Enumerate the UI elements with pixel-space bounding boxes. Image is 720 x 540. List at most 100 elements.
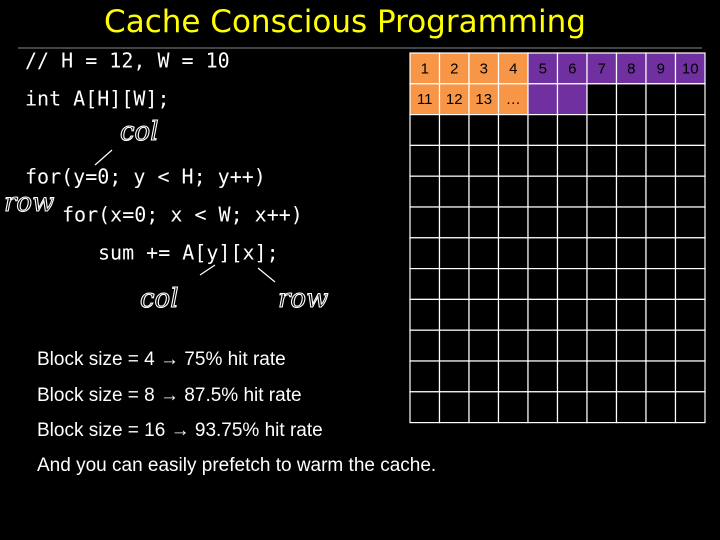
grid-cell <box>586 206 618 239</box>
grid-cell <box>497 83 529 116</box>
grid-cell <box>527 175 559 208</box>
grid-cell <box>645 298 677 331</box>
cell-label: 12 <box>446 91 463 108</box>
grid-cell <box>586 391 618 424</box>
grid-cell <box>497 175 529 208</box>
slide-title: Cache Conscious Programming <box>104 4 586 40</box>
grid-cell <box>438 113 470 146</box>
grid-cell <box>438 144 470 177</box>
grid-cell <box>468 268 500 301</box>
code-line: for(y=0; y < H; y++) <box>25 165 266 189</box>
cell-label: 7 <box>598 60 606 77</box>
grid-cell <box>645 268 677 301</box>
grid-cell <box>615 298 647 331</box>
grid-cell <box>527 144 559 177</box>
grid-cell <box>674 83 706 116</box>
handwritten-note: row <box>278 284 328 314</box>
grid-cell <box>615 329 647 362</box>
grid-cell <box>438 298 470 331</box>
grid-cell <box>586 113 618 146</box>
grid-cell <box>645 329 677 362</box>
grid-cell <box>468 175 500 208</box>
grid-cell <box>468 113 500 146</box>
grid-cell <box>409 237 441 270</box>
grid-cell <box>556 329 588 362</box>
grid-cell <box>527 391 559 424</box>
grid-cell <box>615 237 647 270</box>
grid-cell <box>674 144 706 177</box>
grid-cell <box>674 206 706 239</box>
grid-cell <box>527 113 559 146</box>
grid-cell <box>556 237 588 270</box>
grid-cell <box>556 113 588 146</box>
grid-cell <box>438 237 470 270</box>
cell-label: 8 <box>627 60 635 77</box>
grid-cell <box>527 360 559 393</box>
grid-cell <box>556 52 588 85</box>
grid-cell <box>468 329 500 362</box>
grid-cell <box>527 52 559 85</box>
grid-cell <box>409 175 441 208</box>
grid-cell <box>645 360 677 393</box>
grid-cell <box>645 391 677 424</box>
cell-label: 1 <box>421 60 429 77</box>
grid-cell <box>615 391 647 424</box>
grid-cell <box>497 113 529 146</box>
grid-cell <box>527 268 559 301</box>
code-line: int A[H][W]; <box>25 87 170 111</box>
grid-cell <box>468 298 500 331</box>
grid-cell <box>468 391 500 424</box>
cell-label: 3 <box>480 60 488 77</box>
grid-cell <box>438 206 470 239</box>
handwritten-note: row <box>4 188 54 218</box>
bullet: Block size = 8 → 87.5% hit rate <box>37 385 302 406</box>
grid-cell <box>586 360 618 393</box>
grid-cell <box>497 391 529 424</box>
grid-cell <box>586 175 618 208</box>
bullet: Block size = 16 → 93.75% hit rate <box>37 420 323 441</box>
cell-label: 11 <box>417 91 433 108</box>
grid-cell <box>438 268 470 301</box>
grid-cell <box>615 144 647 177</box>
grid-cell <box>556 391 588 424</box>
grid-cell <box>497 268 529 301</box>
grid-cell <box>438 391 470 424</box>
grid-cell <box>468 206 500 239</box>
grid-cell <box>438 175 470 208</box>
grid-cell <box>586 144 618 177</box>
handwritten-note: col <box>120 117 159 147</box>
grid-cell <box>497 237 529 270</box>
grid-cell <box>409 83 441 116</box>
grid-cell <box>645 113 677 146</box>
grid-cell <box>556 175 588 208</box>
grid-cell <box>586 268 618 301</box>
cell-label: 5 <box>539 60 547 77</box>
grid-cell <box>556 83 588 116</box>
grid-cell <box>556 298 588 331</box>
grid-cell <box>468 237 500 270</box>
grid-cell <box>497 206 529 239</box>
grid-cell <box>615 113 647 146</box>
grid-cell <box>556 144 588 177</box>
grid-cell <box>615 83 647 116</box>
grid-cell <box>615 360 647 393</box>
grid-cell <box>527 83 559 116</box>
grid-cell <box>438 360 470 393</box>
grid-cell <box>409 360 441 393</box>
cell-label: … <box>506 91 521 108</box>
grid-cell <box>674 113 706 146</box>
grid-cell <box>674 298 706 331</box>
cell-label: 10 <box>682 60 699 77</box>
grid-cell <box>556 206 588 239</box>
grid-cell <box>615 268 647 301</box>
grid-cell <box>674 268 706 301</box>
grid-cell <box>409 144 441 177</box>
grid-cell <box>409 268 441 301</box>
bullet: Block size = 4 → 75% hit rate <box>37 349 286 370</box>
code-line: // H = 12, W = 10 <box>25 49 230 73</box>
grid-cell <box>497 298 529 331</box>
grid-cell <box>556 268 588 301</box>
grid-cell <box>674 391 706 424</box>
